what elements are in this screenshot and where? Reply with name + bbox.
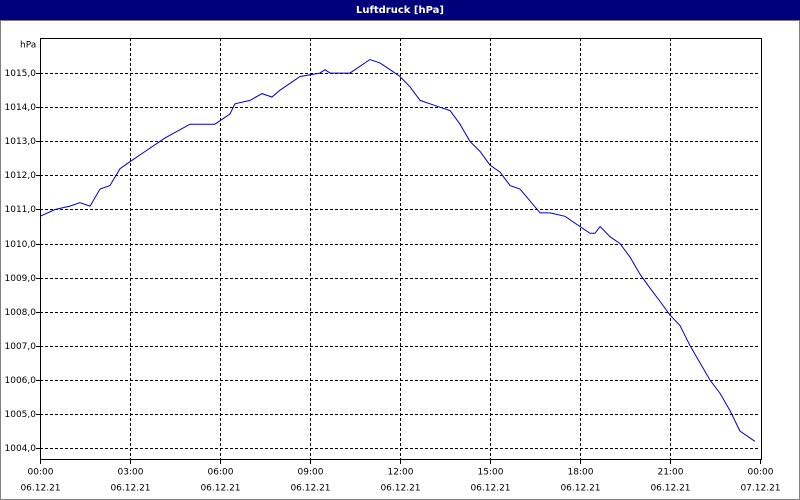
x-tick-label: 09:00 xyxy=(298,468,324,478)
y-tick-label: 1005,0 xyxy=(5,410,37,420)
title-bar xyxy=(0,0,800,20)
y-tick-label: 1007,0 xyxy=(5,342,37,352)
y-tick-label: 1013,0 xyxy=(5,137,37,147)
chart-title: Luftdruck [hPa] xyxy=(356,5,444,16)
x-tick-date: 06.12.21 xyxy=(200,484,240,494)
x-tick-date: 06.12.21 xyxy=(290,484,330,494)
y-tick-label: 1014,0 xyxy=(5,103,37,113)
y-tick-label: 1011,0 xyxy=(5,205,37,215)
x-tick-date: 06.12.21 xyxy=(110,484,150,494)
x-tick-date: 06.12.21 xyxy=(470,484,510,494)
x-tick-date: 06.12.21 xyxy=(560,484,600,494)
y-tick-label: 1004,0 xyxy=(5,444,37,454)
data-line xyxy=(39,58,756,442)
x-tick-label: 00:00 xyxy=(28,468,54,478)
x-tick-date: 07.12.21 xyxy=(740,484,780,494)
y-tick-label: 1012,0 xyxy=(5,171,37,181)
x-tick-label: 18:00 xyxy=(568,468,594,478)
x-tick-label: 15:00 xyxy=(478,468,504,478)
x-tick-date: 06.12.21 xyxy=(650,484,690,494)
y-axis-label: hPa xyxy=(20,41,36,51)
x-tick-label: 03:00 xyxy=(118,468,144,478)
x-tick-date: 06.12.21 xyxy=(380,484,420,494)
y-tick-label: 1015,0 xyxy=(5,69,37,79)
x-tick-label: 12:00 xyxy=(388,468,414,478)
x-tick-label: 00:00 xyxy=(748,468,774,478)
y-tick-label: 1006,0 xyxy=(5,376,37,386)
x-tick-label: 06:00 xyxy=(208,468,234,478)
y-tick-label: 1009,0 xyxy=(5,274,37,284)
y-tick-label: 1008,0 xyxy=(5,308,37,318)
x-tick-date: 06.12.21 xyxy=(20,484,60,494)
x-tick-label: 21:00 xyxy=(658,468,684,478)
y-tick-label: 1010,0 xyxy=(5,240,37,250)
